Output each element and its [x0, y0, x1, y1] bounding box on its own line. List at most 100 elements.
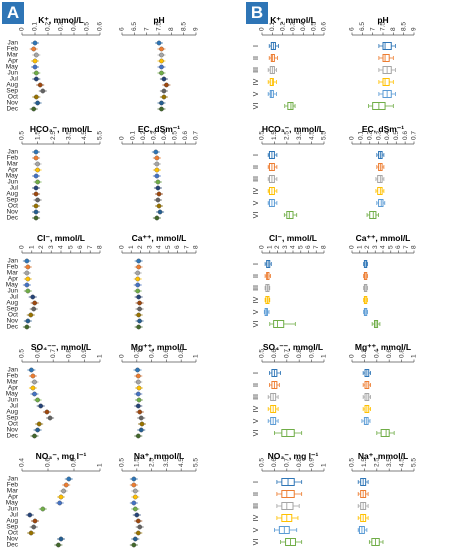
data-point — [32, 64, 38, 70]
x-tick-label: 0.5 — [349, 458, 356, 467]
data-point — [57, 500, 63, 506]
data-point — [154, 215, 160, 221]
row-label: Aug — [6, 300, 18, 307]
row-label: Dec — [6, 324, 18, 331]
x-tick-label: 0.9 — [308, 349, 315, 358]
row-label: Jul — [10, 294, 19, 301]
row-label: Oct — [8, 94, 18, 101]
data-point — [161, 94, 167, 100]
x-tick-label: 0.8 — [398, 349, 405, 358]
data-point — [32, 58, 38, 64]
subplot-title: HCO₃⁻, mmol/L — [262, 124, 324, 134]
subplot-title: HCO₃⁻, mmol/L — [30, 124, 92, 134]
x-tick-label: 3 — [282, 245, 289, 249]
row-label: VI — [253, 321, 260, 328]
subplot-title: SO₄⁻⁻, mmol/L — [31, 342, 91, 352]
row-label: IV — [253, 187, 260, 194]
x-tick-label: 0.9 — [81, 349, 88, 358]
data-point — [33, 173, 39, 179]
data-point — [32, 40, 38, 46]
row-label: Jan — [8, 40, 19, 47]
x-tick-label: 1 — [321, 463, 328, 467]
row-label: Jul — [10, 403, 19, 410]
row-label: Nov — [6, 427, 18, 434]
row-label: Feb — [7, 373, 19, 380]
data-point — [135, 270, 141, 276]
subplot-title: Ca⁺⁺, mmol/L — [356, 233, 411, 243]
x-tick-label: 3 — [48, 245, 55, 249]
data-point — [29, 367, 34, 373]
x-tick-label: 1 — [97, 463, 104, 467]
data-point — [134, 512, 140, 518]
row-label: V — [253, 418, 260, 423]
data-point — [137, 300, 142, 306]
data-point — [33, 191, 39, 197]
x-tick-label: 3.5 — [66, 131, 73, 140]
x-tick-label: 8 — [411, 245, 418, 249]
subplot-title: pH — [153, 15, 164, 25]
row-label: Mar — [7, 379, 19, 386]
subplot: pH 6 6.5 7 7.5 8 8.5 9 — [119, 15, 200, 112]
data-point — [33, 185, 39, 191]
box — [287, 102, 294, 110]
x-tick-label: 0.2 — [361, 349, 368, 358]
data-point — [154, 167, 160, 173]
row-label: Dec — [6, 215, 18, 222]
subplot-title: K⁺, mmol/L — [38, 15, 84, 25]
box — [286, 211, 294, 219]
data-point — [154, 161, 160, 167]
data-point — [131, 500, 137, 506]
x-tick-label: 0.3 — [58, 22, 65, 31]
data-point — [24, 282, 30, 288]
x-tick-label: 1 — [266, 245, 273, 249]
row-label: Dec — [6, 106, 18, 113]
data-point — [136, 258, 141, 264]
row-label: May — [6, 391, 19, 398]
subplot: HCO₃⁻, mmol/L 0.5 1.5 2.5 3.5 4.5 5.5 JanFebMar… — [6, 124, 104, 222]
data-point — [161, 88, 167, 94]
row-label: VI — [253, 430, 260, 437]
data-point — [63, 482, 69, 488]
data-point — [33, 155, 39, 161]
box — [382, 78, 390, 86]
data-point — [30, 294, 36, 300]
data-point — [32, 433, 37, 439]
data-point — [135, 518, 141, 524]
subplot: Mg⁺⁺, mmol/L 0 0.2 0.4 0.6 0.8 1 — [349, 342, 418, 437]
x-tick-label: 9 — [411, 27, 418, 31]
data-point — [33, 203, 39, 209]
x-tick-label: 0.3 — [290, 22, 297, 31]
x-tick-label: 6 — [174, 245, 181, 249]
x-tick-label: 0.9 — [308, 458, 315, 467]
data-point — [138, 427, 144, 433]
box — [269, 90, 274, 98]
row-label: Sep — [6, 88, 18, 95]
x-tick-label: 0.4 — [300, 22, 307, 31]
row-label: Oct — [8, 312, 18, 319]
x-tick-label: 0.1 — [129, 131, 136, 140]
x-tick-label: 2.5 — [374, 458, 381, 467]
data-point — [135, 391, 141, 397]
row-label: Oct — [8, 421, 18, 428]
data-point — [136, 264, 141, 270]
x-tick-label: 0.6 — [321, 22, 328, 31]
data-point — [154, 173, 160, 179]
subplot: Na⁺, mmol/L0.5 1.5 2.5 3.5 4.5 5.5 — [349, 451, 418, 546]
box — [281, 490, 295, 498]
data-point — [35, 427, 40, 433]
x-tick-label: 0.6 — [386, 349, 393, 358]
subplot: K⁺, mmol/L 0 0.1 0.2 0.3 0.4 0.5 0.6 JanFebMarAp… — [6, 15, 104, 113]
data-point — [135, 282, 141, 288]
subplot-title: pH — [377, 15, 388, 25]
data-point — [135, 367, 140, 373]
row-label: Feb — [7, 46, 19, 53]
x-tick-label: 6.5 — [359, 22, 366, 31]
data-point — [24, 324, 30, 330]
data-point — [58, 536, 64, 542]
row-label: Jul — [10, 185, 19, 192]
row-label: IV — [253, 296, 260, 303]
data-point — [32, 391, 37, 397]
box — [270, 54, 275, 62]
